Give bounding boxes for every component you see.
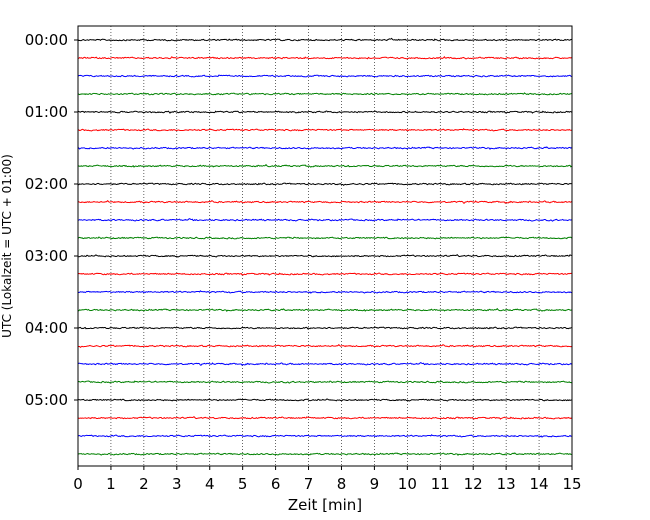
trace-line (77, 326, 572, 330)
trace-line (77, 110, 572, 114)
trace-line (77, 380, 572, 384)
y-axis-ticks: 00:00 01:00 02:00 03:00 04:00 05:00 (25, 31, 78, 409)
trace-line (77, 253, 572, 258)
trace-line (77, 290, 572, 294)
x-tick-label: 8 (337, 475, 347, 493)
x-tick-label: 6 (271, 475, 281, 493)
x-tick-label: 12 (464, 475, 483, 493)
grid-lines (110, 26, 540, 466)
trace-line (77, 362, 572, 366)
trace-line (77, 415, 572, 420)
plot-frame (77, 25, 573, 467)
trace-line (77, 236, 572, 240)
trace-line (77, 452, 572, 456)
x-tick-label: 7 (304, 475, 314, 493)
x-tick-label: 9 (370, 475, 380, 493)
trace-line (77, 398, 572, 402)
plot-background (78, 26, 572, 466)
x-axis-label: Zeit [min] (288, 496, 362, 514)
trace-line (77, 128, 572, 132)
trace-line (77, 434, 572, 438)
y-tick-label: 00:00 (25, 31, 68, 49)
trace-line (77, 307, 572, 312)
seismic-traces (77, 37, 572, 456)
trace-line (77, 272, 572, 276)
x-tick-label: 0 (73, 475, 83, 493)
x-tick-label: 10 (398, 475, 417, 493)
y-axis-label: UTC (Lokalzeit = UTC + 01:00) (0, 154, 14, 338)
x-tick-label: 14 (530, 475, 549, 493)
x-tick-label: 4 (205, 475, 215, 493)
trace-line (77, 218, 572, 222)
x-tick-label: 5 (238, 475, 248, 493)
trace-line (77, 163, 572, 168)
x-tick-label: 2 (139, 475, 149, 493)
y-tick-label: 02:00 (25, 175, 68, 193)
y-tick-label: 01:00 (25, 103, 68, 121)
trace-line (77, 146, 572, 150)
y-tick-label: 04:00 (25, 319, 68, 337)
x-tick-label: 11 (431, 475, 450, 493)
y-tick-label: 03:00 (25, 247, 68, 265)
x-tick-label: 3 (172, 475, 182, 493)
trace-line (77, 92, 572, 96)
x-axis-ticks: 0 1 2 3 4 5 6 7 8 9 10 11 12 13 14 15 (73, 466, 582, 493)
trace-line (77, 74, 572, 78)
trace-line (77, 200, 572, 204)
x-tick-label: 13 (497, 475, 516, 493)
x-tick-label: 15 (562, 475, 581, 493)
trace-line (77, 56, 572, 60)
x-tick-label: 1 (106, 475, 116, 493)
trace-line (77, 344, 572, 348)
trace-line (77, 37, 572, 42)
trace-line (77, 182, 572, 186)
y-tick-label: 05:00 (25, 391, 68, 409)
